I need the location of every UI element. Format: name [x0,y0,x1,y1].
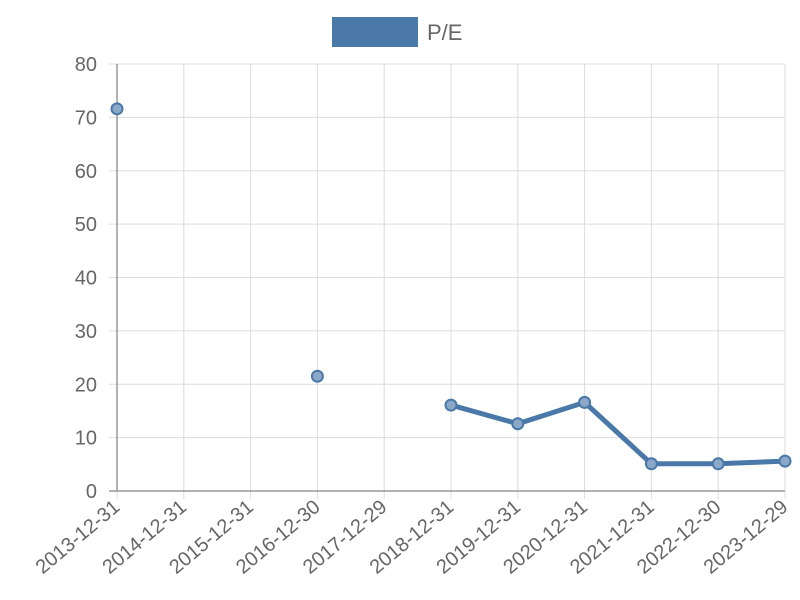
legend: P/E [332,17,462,47]
y-axis-ticks: 0 10 20 30 40 50 60 70 80 [75,54,97,503]
series-pe [110,102,792,471]
y-tick-label: 80 [75,54,97,76]
y-tick-label: 70 [75,107,97,129]
grid [109,63,786,499]
y-tick-label: 30 [75,321,97,343]
y-tick-label: 40 [75,268,97,290]
data-point [644,457,658,471]
y-tick-label: 20 [75,374,97,396]
legend-label: P/E [427,20,462,45]
series-line [448,399,788,467]
y-tick-label: 50 [75,214,97,236]
data-point [110,102,124,116]
y-tick-label: 60 [75,161,97,183]
data-point [711,457,725,471]
data-point [578,395,592,409]
axes [109,64,785,492]
data-point [511,417,525,431]
y-tick-label: 0 [86,481,97,503]
data-point [778,454,792,468]
x-axis-ticks: 2013-12-312014-12-312015-12-312016-12-30… [32,496,793,579]
y-tick-label: 10 [75,428,97,450]
data-point [444,398,458,412]
legend-swatch [332,17,418,47]
data-point [310,369,324,383]
